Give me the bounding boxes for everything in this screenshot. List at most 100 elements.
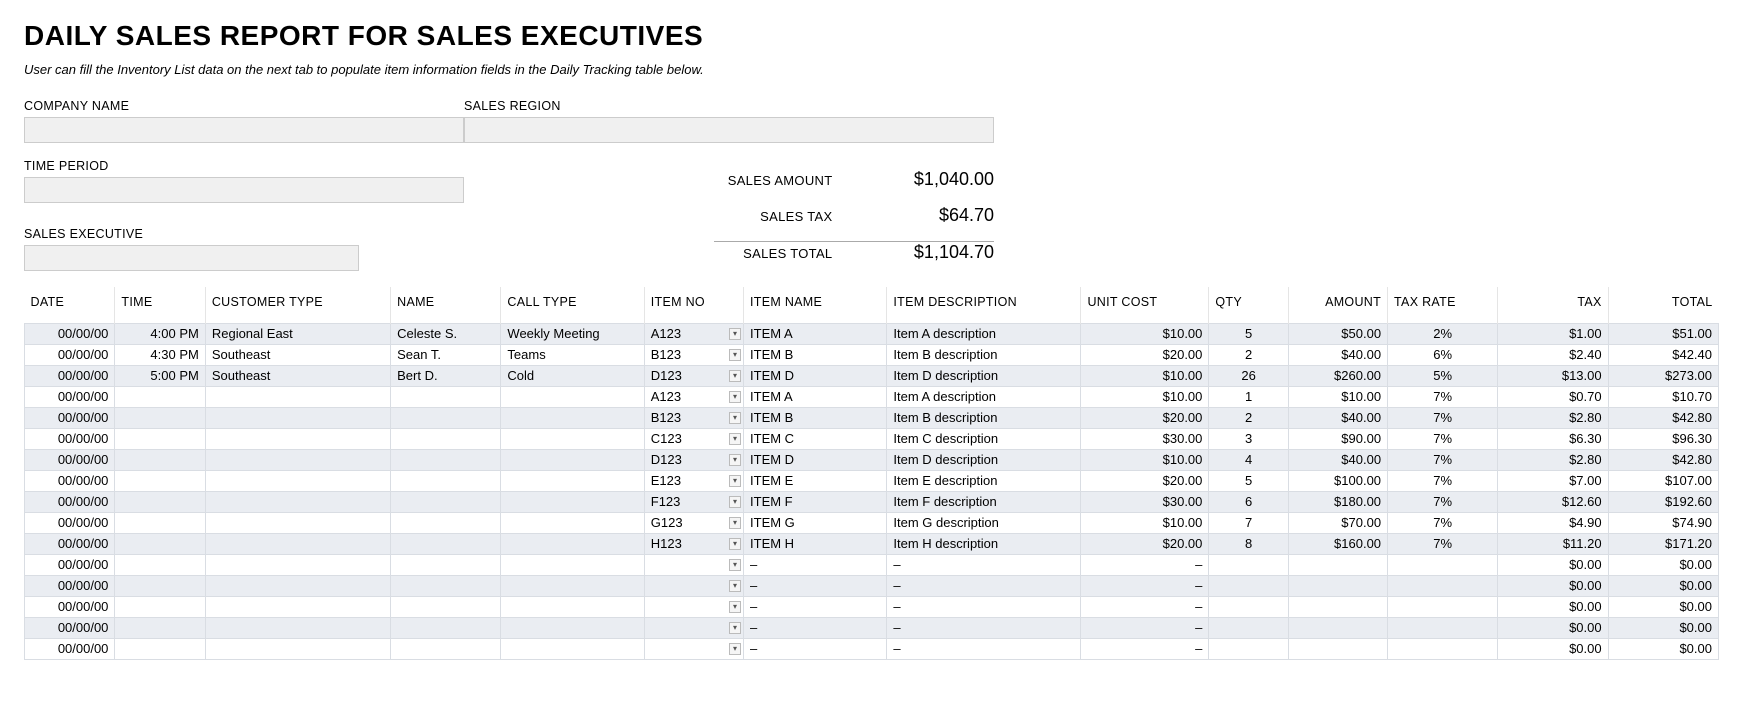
- table-cell[interactable]: $42.80: [1608, 408, 1718, 429]
- table-cell[interactable]: [205, 387, 390, 408]
- table-cell[interactable]: [115, 618, 205, 639]
- table-cell[interactable]: 00/00/00: [25, 429, 115, 450]
- table-cell[interactable]: –: [744, 618, 887, 639]
- table-cell[interactable]: –: [887, 639, 1081, 660]
- table-cell[interactable]: $20.00: [1081, 408, 1209, 429]
- table-cell[interactable]: 7%: [1388, 408, 1498, 429]
- table-cell[interactable]: –: [744, 597, 887, 618]
- table-cell[interactable]: 7%: [1388, 450, 1498, 471]
- table-cell[interactable]: Item D description: [887, 450, 1081, 471]
- table-cell[interactable]: ITEM H: [744, 534, 887, 555]
- table-cell[interactable]: –: [744, 555, 887, 576]
- table-cell[interactable]: 00/00/00: [25, 387, 115, 408]
- table-cell[interactable]: $20.00: [1081, 534, 1209, 555]
- dropdown-icon[interactable]: ▾: [729, 349, 741, 361]
- table-cell[interactable]: $12.60: [1498, 492, 1608, 513]
- table-cell[interactable]: –: [1081, 639, 1209, 660]
- table-cell[interactable]: E123▾: [644, 471, 743, 492]
- table-cell[interactable]: H123▾: [644, 534, 743, 555]
- table-cell[interactable]: [391, 618, 501, 639]
- table-cell[interactable]: 2%: [1388, 324, 1498, 345]
- table-cell[interactable]: 8: [1209, 534, 1288, 555]
- table-cell[interactable]: $7.00: [1498, 471, 1608, 492]
- table-cell[interactable]: 4:30 PM: [115, 345, 205, 366]
- table-cell[interactable]: ITEM E: [744, 471, 887, 492]
- table-cell[interactable]: 00/00/00: [25, 555, 115, 576]
- table-cell[interactable]: $2.80: [1498, 408, 1608, 429]
- table-cell[interactable]: [501, 639, 644, 660]
- table-cell[interactable]: [501, 576, 644, 597]
- dropdown-icon[interactable]: ▾: [729, 412, 741, 424]
- table-cell[interactable]: Cold: [501, 366, 644, 387]
- dropdown-icon[interactable]: ▾: [729, 601, 741, 613]
- table-cell[interactable]: ITEM C: [744, 429, 887, 450]
- sales-executive-input[interactable]: [24, 245, 359, 271]
- table-cell[interactable]: [115, 597, 205, 618]
- table-cell[interactable]: $40.00: [1288, 450, 1387, 471]
- table-cell[interactable]: [391, 450, 501, 471]
- table-cell[interactable]: ▾: [644, 576, 743, 597]
- table-cell[interactable]: [391, 534, 501, 555]
- table-cell[interactable]: 6: [1209, 492, 1288, 513]
- table-cell[interactable]: $20.00: [1081, 345, 1209, 366]
- table-cell[interactable]: [205, 450, 390, 471]
- table-cell[interactable]: [1288, 597, 1387, 618]
- table-cell[interactable]: $180.00: [1288, 492, 1387, 513]
- table-cell[interactable]: $0.00: [1608, 576, 1718, 597]
- table-cell[interactable]: –: [887, 576, 1081, 597]
- table-cell[interactable]: Bert D.: [391, 366, 501, 387]
- table-cell[interactable]: 26: [1209, 366, 1288, 387]
- table-cell[interactable]: [115, 639, 205, 660]
- table-cell[interactable]: F123▾: [644, 492, 743, 513]
- table-cell[interactable]: 7%: [1388, 387, 1498, 408]
- table-cell[interactable]: 7: [1209, 513, 1288, 534]
- table-cell[interactable]: [501, 471, 644, 492]
- table-cell[interactable]: [391, 576, 501, 597]
- table-cell[interactable]: 5: [1209, 324, 1288, 345]
- table-cell[interactable]: $10.00: [1081, 513, 1209, 534]
- table-cell[interactable]: Item G description: [887, 513, 1081, 534]
- table-cell[interactable]: [205, 597, 390, 618]
- table-cell[interactable]: –: [1081, 555, 1209, 576]
- table-cell[interactable]: $160.00: [1288, 534, 1387, 555]
- table-cell[interactable]: [1388, 555, 1498, 576]
- table-cell[interactable]: ITEM D: [744, 366, 887, 387]
- table-cell[interactable]: $2.40: [1498, 345, 1608, 366]
- table-cell[interactable]: Weekly Meeting: [501, 324, 644, 345]
- table-cell[interactable]: $10.00: [1081, 324, 1209, 345]
- table-cell[interactable]: 5%: [1388, 366, 1498, 387]
- table-cell[interactable]: [1288, 618, 1387, 639]
- table-cell[interactable]: [1388, 597, 1498, 618]
- table-cell[interactable]: [391, 555, 501, 576]
- table-cell[interactable]: ▾: [644, 639, 743, 660]
- table-cell[interactable]: [205, 513, 390, 534]
- table-cell[interactable]: [1209, 639, 1288, 660]
- table-cell[interactable]: C123▾: [644, 429, 743, 450]
- table-cell[interactable]: [391, 429, 501, 450]
- table-cell[interactable]: $10.00: [1081, 387, 1209, 408]
- table-cell[interactable]: 00/00/00: [25, 513, 115, 534]
- table-cell[interactable]: [115, 387, 205, 408]
- table-cell[interactable]: $2.80: [1498, 450, 1608, 471]
- dropdown-icon[interactable]: ▾: [729, 517, 741, 529]
- table-cell[interactable]: [501, 597, 644, 618]
- table-cell[interactable]: –: [744, 639, 887, 660]
- table-cell[interactable]: $30.00: [1081, 429, 1209, 450]
- table-cell[interactable]: [501, 492, 644, 513]
- table-cell[interactable]: [205, 618, 390, 639]
- table-cell[interactable]: [115, 555, 205, 576]
- table-cell[interactable]: $107.00: [1608, 471, 1718, 492]
- table-cell[interactable]: D123▾: [644, 450, 743, 471]
- table-cell[interactable]: 2: [1209, 345, 1288, 366]
- table-cell[interactable]: $0.00: [1498, 639, 1608, 660]
- table-cell[interactable]: $96.30: [1608, 429, 1718, 450]
- table-cell[interactable]: [391, 513, 501, 534]
- dropdown-icon[interactable]: ▾: [729, 580, 741, 592]
- table-cell[interactable]: Item E description: [887, 471, 1081, 492]
- table-cell[interactable]: [115, 408, 205, 429]
- table-cell[interactable]: 4: [1209, 450, 1288, 471]
- table-cell[interactable]: $70.00: [1288, 513, 1387, 534]
- table-cell[interactable]: –: [1081, 576, 1209, 597]
- dropdown-icon[interactable]: ▾: [729, 391, 741, 403]
- table-cell[interactable]: –: [887, 618, 1081, 639]
